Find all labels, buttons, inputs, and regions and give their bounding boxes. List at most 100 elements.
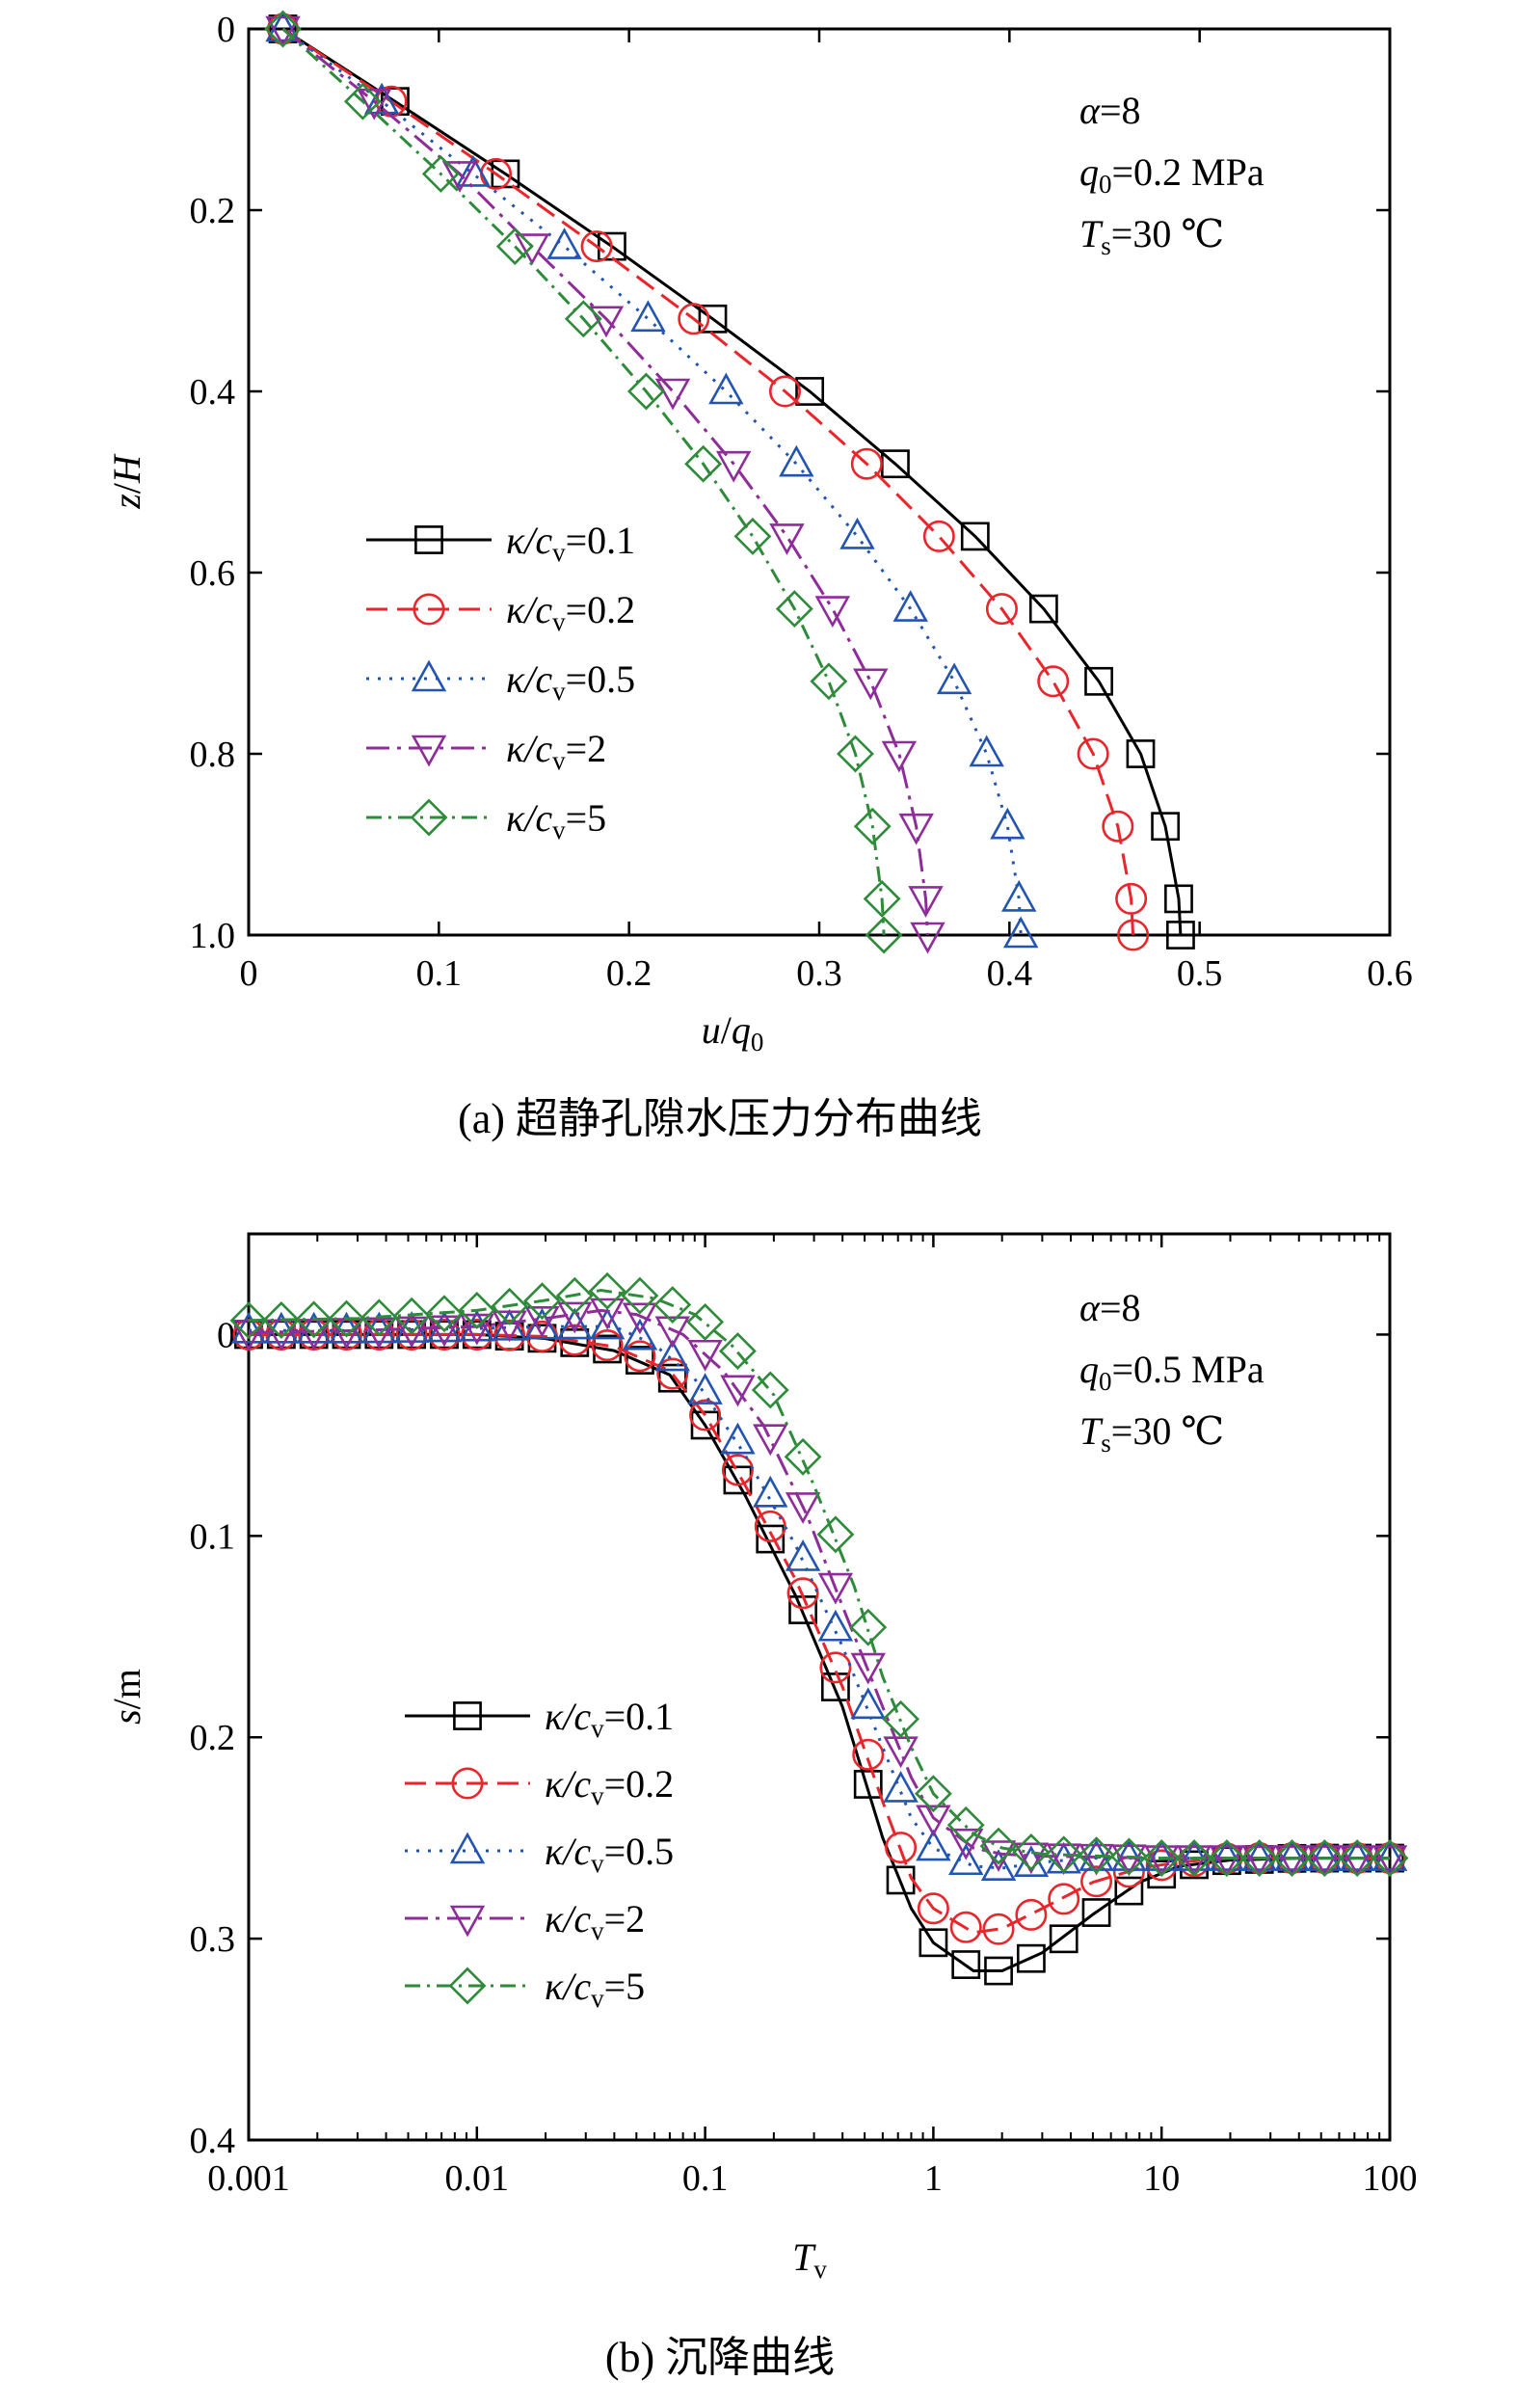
data-marker xyxy=(898,813,934,845)
data-marker xyxy=(678,303,710,335)
data-marker xyxy=(624,1340,656,1373)
data-marker xyxy=(1305,1839,1344,1877)
series-group-a xyxy=(264,10,1195,954)
annotation-ts-b: Ts=30 ℃ xyxy=(1079,1409,1224,1458)
x-tick-label: 0.2 xyxy=(606,953,652,994)
legend-item: κ/cv=0.5 xyxy=(405,1830,674,1878)
legend-item: κ/cv=0.5 xyxy=(366,657,635,706)
legend-marker xyxy=(411,735,447,767)
data-marker xyxy=(817,1572,854,1605)
y-axis-label-b: s/m xyxy=(105,1669,148,1725)
data-marker xyxy=(264,10,302,48)
data-marker xyxy=(441,161,478,193)
x-tick-label: 100 xyxy=(1363,2158,1418,2199)
x-tick-label: 0.1 xyxy=(682,2158,729,2199)
x-tick-labels-a: 0 0.1 0.2 0.3 0.4 0.5 0.6 xyxy=(240,953,1413,994)
data-marker xyxy=(908,886,944,918)
data-marker xyxy=(654,1316,690,1349)
data-marker xyxy=(979,1827,1018,1865)
x-tick-label: 0.6 xyxy=(1367,953,1413,994)
data-marker xyxy=(689,1399,722,1431)
series-line xyxy=(249,1332,1390,1935)
legend-marker xyxy=(410,798,448,837)
panel-b: 0.001 0.01 0.1 1 10 100 00.10.20.30.4 Tv s/m … xyxy=(105,1232,1418,2381)
data-marker xyxy=(708,372,744,405)
data-marker xyxy=(733,517,772,555)
series-line xyxy=(281,27,1135,936)
data-marker xyxy=(1012,1833,1051,1871)
data-marker xyxy=(654,1339,690,1372)
data-marker xyxy=(626,372,665,411)
series-line xyxy=(281,27,1183,936)
data-marker xyxy=(588,1271,626,1310)
data-marker xyxy=(756,1524,786,1554)
data-marker xyxy=(495,227,534,266)
data-marker xyxy=(1111,1844,1147,1877)
data-marker xyxy=(795,377,825,406)
data-marker xyxy=(775,590,813,629)
legend-marker xyxy=(414,525,443,554)
data-marker xyxy=(982,1913,1015,1945)
data-marker xyxy=(1307,1845,1343,1878)
legend-item: κ/cv=2 xyxy=(405,1897,645,1945)
data-marker xyxy=(852,1738,885,1771)
data-marker xyxy=(1079,1843,1114,1876)
legend-label: κ/cv=0.2 xyxy=(506,588,635,636)
data-marker xyxy=(564,300,602,338)
data-marker xyxy=(751,1371,789,1409)
data-marker xyxy=(1166,921,1195,950)
data-marker xyxy=(588,306,625,338)
data-marker xyxy=(1307,1839,1343,1871)
data-marker xyxy=(1241,1845,1277,1878)
data-marker xyxy=(936,662,972,695)
data-marker xyxy=(1046,1843,1081,1876)
x-tick-label: 1 xyxy=(924,2158,943,2199)
legend-label: κ/cv=0.1 xyxy=(545,1695,674,1743)
data-marker xyxy=(990,807,1025,840)
data-marker xyxy=(969,735,1004,767)
data-marker xyxy=(1145,1849,1178,1882)
data-marker xyxy=(690,1410,720,1440)
legend-item: κ/cv=2 xyxy=(366,727,606,775)
legend-item: κ/cv=5 xyxy=(405,1965,645,2013)
data-marker xyxy=(1013,1842,1050,1875)
data-marker xyxy=(684,444,723,483)
data-marker xyxy=(491,1287,529,1325)
data-marker xyxy=(1142,1839,1181,1877)
data-marker xyxy=(850,1652,886,1685)
data-marker xyxy=(265,10,301,42)
data-marker xyxy=(817,1609,854,1642)
legend-marker xyxy=(413,593,445,626)
data-marker xyxy=(922,520,955,552)
data-marker xyxy=(230,1320,267,1351)
data-marker xyxy=(361,1317,397,1350)
data-marker xyxy=(630,300,666,333)
data-marker xyxy=(687,1339,723,1372)
x-tick-label: 0.01 xyxy=(445,2158,510,2199)
data-marker xyxy=(654,378,691,411)
tick-marks-b xyxy=(247,1234,1392,2142)
series-triangle-down xyxy=(265,15,945,954)
y-tick-label: 0.2 xyxy=(190,191,236,231)
data-marker xyxy=(883,1770,919,1803)
data-marker xyxy=(1000,879,1037,912)
data-marker xyxy=(1016,1943,1046,1973)
data-marker xyxy=(589,1307,626,1340)
legend-label: κ/cv=0.5 xyxy=(545,1830,674,1878)
data-marker xyxy=(1081,1898,1111,1927)
panel-a: 0 0.1 0.2 0.3 0.4 0.5 0.6 0 0.2 0.4 0.6 0.8 1.0 u/q… xyxy=(105,10,1413,1142)
data-marker xyxy=(754,1510,786,1542)
y-tick-label: 1.0 xyxy=(190,916,236,956)
data-marker xyxy=(1151,812,1181,842)
data-marker xyxy=(395,1318,428,1351)
series-diamond xyxy=(229,1271,1409,1877)
data-marker xyxy=(715,450,752,483)
data-marker xyxy=(1241,1839,1277,1871)
series-line xyxy=(249,1324,1390,1870)
data-marker xyxy=(914,1775,952,1813)
series-square xyxy=(234,1320,1404,1986)
data-marker xyxy=(1208,1839,1246,1877)
data-marker xyxy=(1015,1898,1048,1931)
legend-item: κ/cv=0.1 xyxy=(366,519,635,567)
data-marker xyxy=(785,1492,821,1524)
